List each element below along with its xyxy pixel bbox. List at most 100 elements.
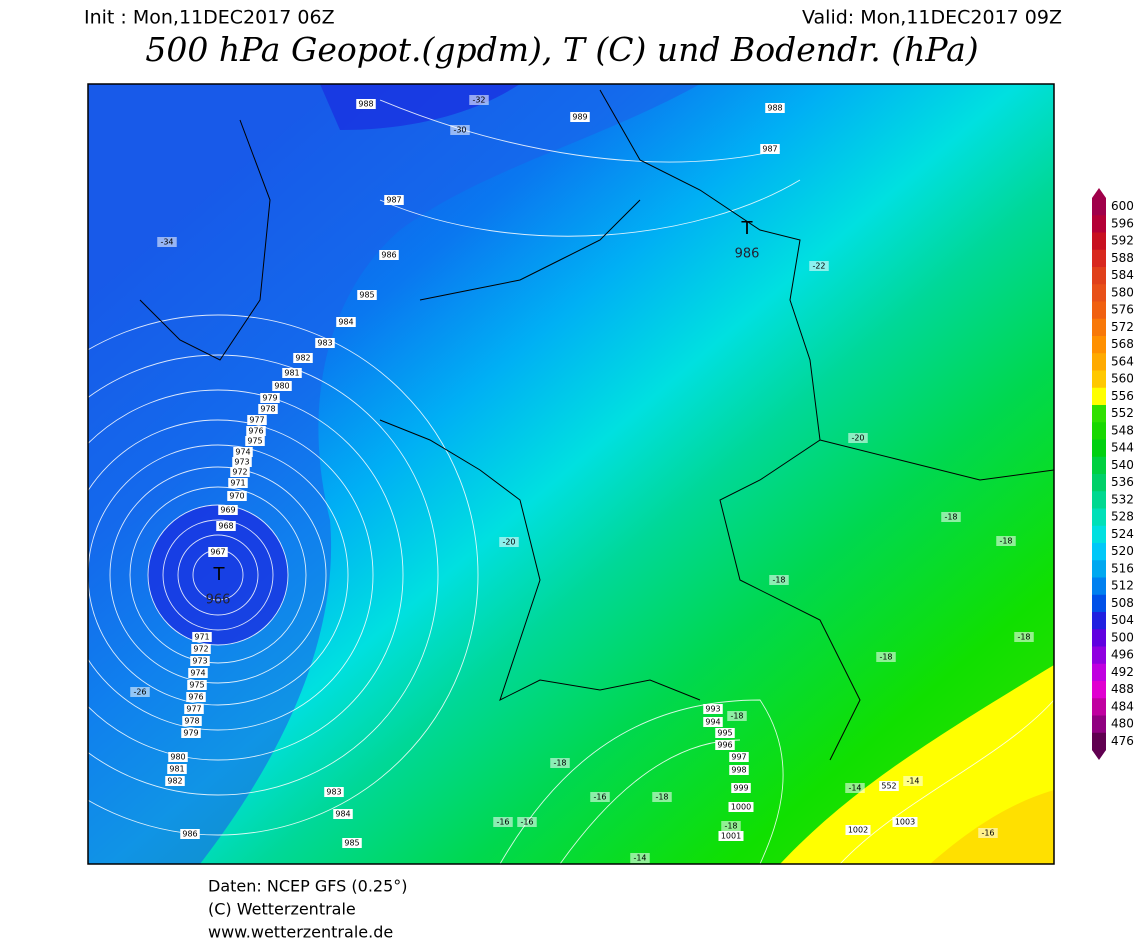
label-box [181,728,201,738]
label-box [324,787,344,797]
contour-label: -30 [453,126,466,135]
contour-label: 975 [189,681,204,690]
colorbar-label: 556 [1111,389,1134,403]
colorbar-label: 480 [1111,717,1134,731]
colorbar-label: 532 [1111,492,1134,506]
contour-label: 1000 [731,803,751,812]
contour-label: 968 [218,522,233,531]
colorbar-label: 564 [1111,354,1134,368]
footer-line: www.wetterzentrale.de [208,923,393,942]
contour-label: -18 [655,793,668,802]
label-box [703,717,723,727]
label-box [721,821,741,831]
contour-label: 1002 [848,826,868,835]
contour-label: 1003 [895,818,915,827]
contour-label: 989 [572,113,587,122]
label-box [187,680,207,690]
label-box [727,711,747,721]
contour-label: 986 [182,830,197,839]
contour-label: 1001 [721,832,741,841]
label-box [450,125,470,135]
label-box [892,817,918,827]
contour-label: -18 [724,822,737,831]
contour-label: -34 [160,238,173,247]
contour-label: -20 [502,538,515,547]
colorbar-label: 476 [1111,734,1134,748]
contour-label: -26 [133,688,146,697]
colorbar-box [1092,646,1106,665]
contour-label: -18 [879,653,892,662]
valid-time: Valid: Mon,11DEC2017 09Z [802,7,1062,29]
label-box [258,404,278,414]
contour-label: -16 [981,829,994,838]
contour-label: 967 [210,548,225,557]
label-box [630,853,650,863]
map-title: 500 hPa Geopot.(gpdm), T (C) und Bodendr… [145,30,978,69]
contour-label: 972 [232,468,247,477]
colorbar-box [1092,370,1106,389]
colorbar-box [1092,353,1106,371]
colorbar-box [1092,439,1106,458]
colorbar-label: 592 [1111,234,1134,248]
label-box [333,809,353,819]
map-field [88,84,1054,864]
contour-label: 994 [705,718,720,727]
map-frame [87,83,1055,865]
colorbar-box [1092,405,1106,423]
colorbar-box [1092,612,1106,630]
low-symbol: T [213,564,226,585]
contour-label: 979 [183,729,198,738]
label-box [469,95,489,105]
colorbar-label: 500 [1111,630,1134,644]
label-box [769,575,789,585]
label-box [550,758,570,768]
label-box [315,338,335,348]
colorbar-box [1092,301,1106,320]
label-box [336,317,356,327]
colorbar-box [1092,318,1106,337]
label-box [715,728,735,738]
label-box [728,802,754,812]
contour-label: 970 [229,492,244,501]
label-box [230,467,250,477]
label-box [218,505,238,515]
contour-label: 975 [247,437,262,446]
colorbar-box [1092,336,1106,354]
label-box [168,752,188,762]
label-box [208,547,228,557]
label-box [978,828,998,838]
contour-label: 997 [731,753,746,762]
contour-label: 982 [167,777,182,786]
label-box [848,433,868,443]
colorbar-box [1092,663,1106,682]
colorbar-label: 588 [1111,251,1134,265]
colorbar-label: 544 [1111,441,1134,455]
label-box [272,381,292,391]
colorbar-box [1092,284,1106,302]
contour-label: 971 [194,633,209,642]
label-box [517,817,537,827]
contour-label: 995 [717,729,732,738]
contour-label: -16 [520,818,533,827]
contour-label: 977 [249,416,264,425]
label-box [190,656,210,666]
contour-label: 983 [326,788,341,797]
label-box [499,537,519,547]
label-box [228,478,248,488]
colorbar-label: 508 [1111,596,1134,610]
contour-label: 986 [381,251,396,260]
colorbar-label: 552 [1111,406,1134,420]
colorbar-label: 548 [1111,423,1134,437]
colorbar-box [1092,577,1106,596]
label-box [652,792,672,802]
colorbar-label: 512 [1111,579,1134,593]
contour-label: 979 [262,394,277,403]
label-box [845,783,865,793]
label-box [232,457,252,467]
low-pressure: 986 [735,247,760,262]
colorbar-box [1092,491,1106,509]
label-box [186,692,206,702]
contour-label: 980 [170,753,185,762]
colorbar-box [1092,249,1106,268]
contour-label: -18 [1017,633,1030,642]
